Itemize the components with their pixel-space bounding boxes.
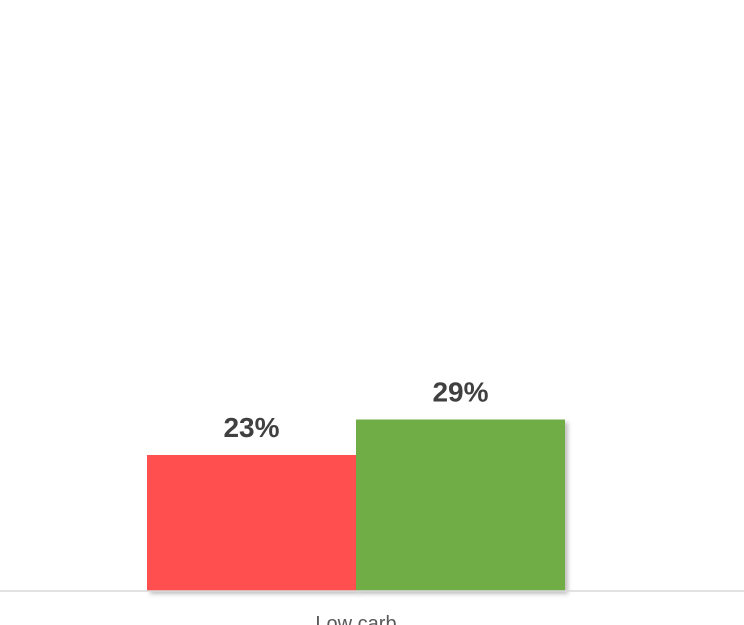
category-label: Low carb (315, 613, 396, 625)
bars-group (147, 419, 565, 591)
data-label-1: 23% (223, 412, 279, 443)
bar-2 (356, 419, 565, 591)
bar-1 (147, 455, 356, 591)
data-label-2: 29% (432, 377, 488, 408)
labels-group: 23% 29% Low carb (223, 377, 488, 625)
